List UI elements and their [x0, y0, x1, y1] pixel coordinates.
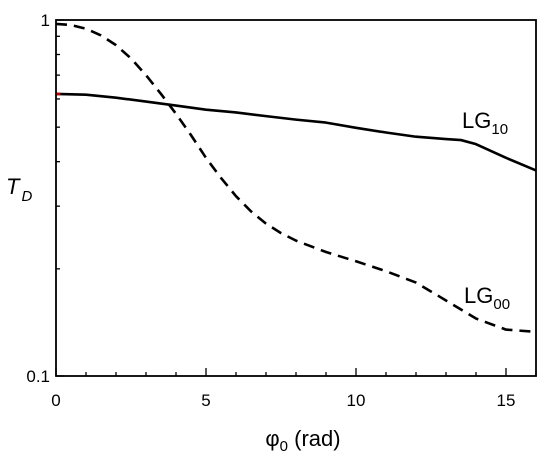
y-tick-label: 0.1	[26, 367, 50, 386]
x-axis-title: φ0 (rad)	[265, 426, 340, 455]
x-tick-label: 10	[347, 391, 366, 410]
y-tick-label: 1	[41, 11, 50, 30]
series-line-lg10	[55, 92, 537, 172]
x-tick-label: 0	[51, 391, 60, 410]
plot-frame	[55, 19, 537, 377]
series-label-lg10: LG10	[462, 108, 508, 138]
x-tick-label: 15	[497, 391, 516, 410]
axis-ticks	[55, 19, 537, 377]
series-label-lg00: LG00	[464, 283, 510, 313]
x-tick-label: 5	[201, 391, 210, 410]
series-line-lg00	[55, 22, 537, 334]
